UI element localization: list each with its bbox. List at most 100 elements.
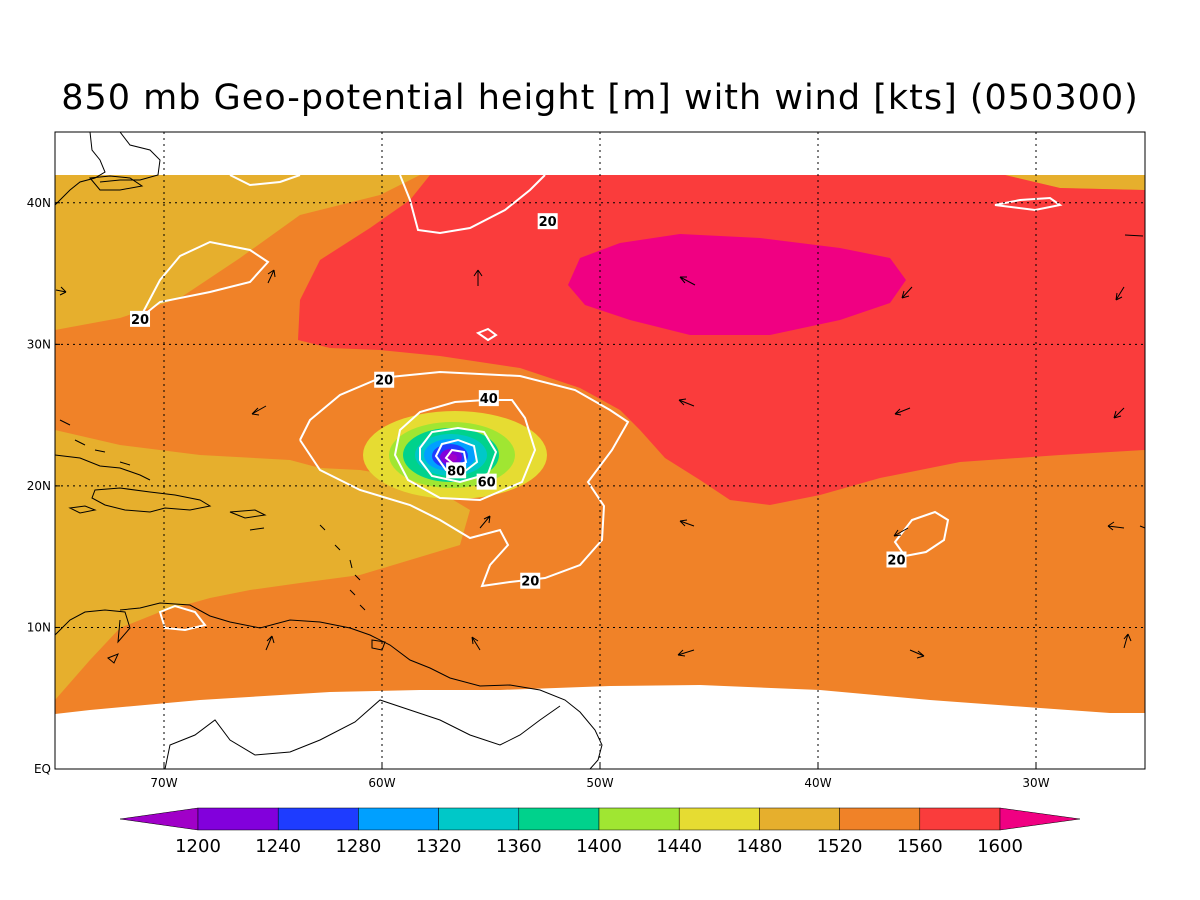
wind-arrow xyxy=(894,407,911,416)
colorbar-low-arrow xyxy=(119,807,199,831)
wind-contour-label-box xyxy=(446,462,467,479)
fill-1480-1520-caribbean xyxy=(55,430,470,700)
colorbar-tick-label: 1360 xyxy=(496,836,542,857)
wind-contour-label: 20 xyxy=(520,572,541,590)
wind-contour-label-box xyxy=(886,551,907,568)
wind-arrow xyxy=(249,527,265,531)
lon-tick-label: 30W xyxy=(1022,776,1049,790)
lat-tick-label: 10N xyxy=(27,620,51,634)
lat-tick-label: EQ xyxy=(34,762,51,776)
fill-1480-1520-west xyxy=(55,175,420,330)
coast-jamaica xyxy=(68,505,97,514)
fill-1560-1600 xyxy=(298,175,1145,505)
wind-arrow xyxy=(251,405,267,416)
wind-contour-label-text: 20 xyxy=(375,374,393,389)
grid-lines xyxy=(55,132,1145,769)
contour-labels: 20 20 20 40 80 60 20 20 xyxy=(130,213,907,590)
coast-lesser-antilles xyxy=(319,524,366,611)
colorbar-tick-label: 1200 xyxy=(175,836,221,857)
wind-contour-label: 20 xyxy=(537,213,558,230)
wind-contour-label-box xyxy=(130,310,151,327)
wind-arrow xyxy=(267,269,276,284)
wind-contour-label: 20 xyxy=(130,310,151,328)
wind-contour-label: 20 xyxy=(374,371,395,389)
colorbar-tick-label: 1400 xyxy=(576,836,622,857)
lon-tick-label: 70W xyxy=(150,776,177,790)
lon-tick-label: 60W xyxy=(368,776,395,790)
coast-venezuela-lake xyxy=(107,653,119,664)
wind-contour-label-text: 80 xyxy=(447,464,465,479)
wind-vectors xyxy=(55,234,1146,659)
wind-contour-label: 80 xyxy=(446,462,467,479)
wind-arrow xyxy=(1139,525,1146,529)
colorbar-high-arrow xyxy=(999,807,1081,831)
colorbar-tick-label: 1440 xyxy=(656,836,702,857)
lat-tick-label: 30N xyxy=(27,337,51,351)
longitude-labels: 70W 60W 50W 40W 30W xyxy=(150,764,1050,790)
coast-hispaniola xyxy=(91,487,212,513)
colorbar: 1200 1240 1280 1320 1360 1400 1440 1480 1520 1560… xyxy=(119,807,1081,857)
colorbar-tick-label: 1560 xyxy=(897,836,943,857)
wind-arrow xyxy=(265,635,275,651)
wind-contour-20-north xyxy=(399,174,546,235)
colorbar-swatch xyxy=(518,807,600,831)
wind-arrow xyxy=(1124,234,1144,237)
wind-contour-label-box xyxy=(476,473,497,490)
wind-contour-20-top xyxy=(229,174,301,187)
wind-arrow xyxy=(679,276,696,286)
wind-arrow xyxy=(1123,633,1132,649)
wind-arrow xyxy=(679,519,695,527)
wind-contour-label-text: 60 xyxy=(478,476,496,491)
lat-tick-label: 20N xyxy=(27,479,51,493)
coast-puerto-rico xyxy=(229,509,267,519)
wind-arrow xyxy=(55,286,67,296)
wind-contour-label-box xyxy=(478,390,499,407)
wind-contour-label-text: 20 xyxy=(521,575,539,590)
fill-above-1600 xyxy=(568,234,906,335)
wind-contour-20-west xyxy=(139,240,270,319)
colorbar-tick-label: 1240 xyxy=(255,836,301,857)
coast-south-america xyxy=(55,602,603,769)
coast-nova-scotia xyxy=(89,175,144,191)
colorbar-tick-label: 1320 xyxy=(416,836,462,857)
wind-arrow xyxy=(677,649,695,657)
wind-contour-20-ne xyxy=(994,196,1063,212)
colorbar-swatch xyxy=(358,807,439,831)
wind-arrow xyxy=(909,649,925,659)
coastlines xyxy=(55,132,603,769)
wind-arrow xyxy=(1115,286,1125,301)
lat-tick-label: 40N xyxy=(27,196,51,210)
wind-contour-label-text: 20 xyxy=(887,553,905,568)
wind-contour-20-carib xyxy=(158,604,207,632)
lon-tick-label: 50W xyxy=(586,776,613,790)
wind-arrow xyxy=(479,515,491,529)
wind-arrow xyxy=(678,398,695,407)
wind-arrow xyxy=(893,527,909,537)
colorbar-tick-label: 1480 xyxy=(736,836,782,857)
latitude-labels: EQ 10N 20N 30N 40N xyxy=(27,196,60,776)
wind-arrow xyxy=(1107,521,1125,531)
colorbar-swatch xyxy=(197,807,279,831)
wind-contour-label-text: 20 xyxy=(131,313,149,328)
coast-bahamas xyxy=(59,419,131,466)
wind-arrow xyxy=(1113,407,1125,419)
colorbar-tick-label: 1520 xyxy=(817,836,863,857)
map-title: 850 mb Geo-potential height [m] with win… xyxy=(61,78,1139,118)
colorbar-tick-label: 1280 xyxy=(335,836,381,857)
coast-guianas-inland xyxy=(164,699,561,769)
coast-cuba xyxy=(55,454,151,481)
wind-contour-label-text: 40 xyxy=(480,392,498,407)
wind-contour-40 xyxy=(393,399,537,502)
wind-contour-label: 20 xyxy=(886,551,907,568)
colorbar-swatch xyxy=(438,807,520,831)
wind-contour-20-small xyxy=(475,327,498,342)
wind-arrow xyxy=(901,286,913,299)
colorbar-swatch xyxy=(277,807,359,831)
wind-contour-label-box xyxy=(537,213,558,230)
colorbar-swatch xyxy=(598,807,680,831)
colorbar-swatch xyxy=(919,807,1001,831)
wind-contour-label-box xyxy=(520,572,541,589)
wind-contour-label: 60 xyxy=(476,473,497,491)
wind-arrow xyxy=(473,269,483,286)
